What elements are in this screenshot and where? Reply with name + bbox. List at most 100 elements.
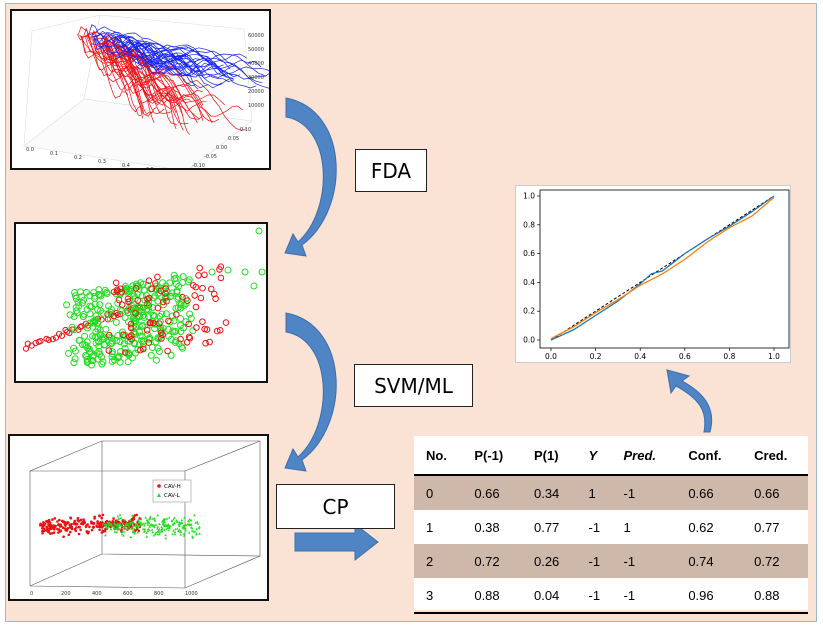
green-point xyxy=(175,519,178,522)
green-point xyxy=(158,531,162,534)
green-point xyxy=(113,521,116,525)
red-point xyxy=(70,527,74,531)
green-point xyxy=(84,358,92,365)
red-point xyxy=(57,531,60,534)
green-point xyxy=(145,535,148,538)
green-point xyxy=(136,332,144,340)
red-point xyxy=(112,517,115,520)
cell: 0.72 xyxy=(742,544,808,578)
red-point xyxy=(77,525,81,529)
green-point xyxy=(87,303,95,311)
red-point xyxy=(58,332,66,339)
fda-curves-svg: 60000 50000 40000 30000 20000 10000 0.0 0.1 0.2 0… xyxy=(23,14,269,168)
green-point xyxy=(120,524,123,527)
green-point xyxy=(112,526,116,529)
red-point xyxy=(53,517,57,520)
green-point xyxy=(138,524,141,527)
green-point xyxy=(167,528,171,532)
green-point xyxy=(73,309,81,317)
tick-labels: 60000 50000 40000 30000 20000 10000 0.0 0.1 0.2 0… xyxy=(26,33,264,168)
cell: 1 xyxy=(576,475,612,510)
green-point xyxy=(136,524,140,527)
green-point xyxy=(150,294,158,302)
red-point xyxy=(185,320,192,328)
green-point xyxy=(187,314,195,322)
green-point xyxy=(143,521,147,525)
green-point xyxy=(135,307,143,315)
green-point xyxy=(140,517,143,521)
red-point xyxy=(56,527,59,531)
green-point xyxy=(183,516,186,519)
red-point xyxy=(41,531,44,535)
red-point xyxy=(56,520,59,523)
red-point xyxy=(39,522,42,526)
y-tick-label: 0.0 xyxy=(523,336,535,345)
x-tick-label: 0.8 xyxy=(723,352,735,361)
red-point xyxy=(70,522,73,526)
green-point xyxy=(157,326,165,334)
curve-line xyxy=(107,36,263,84)
green-point xyxy=(158,310,166,318)
green-point xyxy=(138,337,146,345)
green-point xyxy=(258,268,266,276)
green-point xyxy=(154,531,158,534)
header-no: No. xyxy=(414,436,463,476)
red-point xyxy=(46,529,49,532)
curve-line xyxy=(96,30,233,79)
cell: -1 xyxy=(576,544,612,578)
green-point xyxy=(159,324,167,332)
red-point xyxy=(128,332,135,339)
red-point xyxy=(192,303,200,311)
legend-label-2: CAV-L xyxy=(164,493,181,499)
red-point xyxy=(113,286,121,294)
classification-3d-plot: CAV-H CAV-L 0 200 400 600 800 1000 xyxy=(8,434,269,601)
table-row: 1 0.38 0.77 -1 1 0.62 0.77 xyxy=(414,510,808,544)
green-point xyxy=(165,527,168,531)
green-point xyxy=(182,532,186,535)
red-point xyxy=(51,518,54,521)
green-point xyxy=(189,327,197,335)
red-point xyxy=(73,519,77,523)
green-point xyxy=(165,517,169,520)
green-point xyxy=(153,517,156,520)
green-point xyxy=(173,516,176,519)
red-point xyxy=(53,528,56,531)
green-point xyxy=(117,347,125,355)
red-point xyxy=(37,338,44,345)
red-point xyxy=(199,284,206,292)
green-point xyxy=(180,518,184,522)
calibration-series-line xyxy=(550,196,775,340)
green-point xyxy=(76,336,83,344)
green-point xyxy=(146,523,150,526)
green-point xyxy=(156,312,164,320)
y-tick-label: 0.00 xyxy=(216,145,227,151)
red-point xyxy=(88,525,91,529)
red-point xyxy=(191,292,198,299)
x-tick-label: 1000 xyxy=(185,591,198,597)
green-point xyxy=(161,530,164,533)
y-tick-label: 1.0 xyxy=(523,192,535,201)
green-point xyxy=(114,299,122,307)
prediction-table: No. P(-1) P(1) Y Pred. Conf. Cred. 0 0.6… xyxy=(414,436,808,614)
red-point xyxy=(82,320,90,327)
red-point xyxy=(81,522,85,526)
green-point xyxy=(191,535,194,538)
classification-3d-svg: CAV-H CAV-L 0 200 400 600 800 1000 xyxy=(29,440,261,597)
curve-line xyxy=(98,42,204,106)
green-point xyxy=(70,359,78,367)
green-point xyxy=(103,290,111,297)
red-point xyxy=(42,521,45,524)
red-point xyxy=(105,331,113,339)
red-point xyxy=(173,311,180,318)
cell: -1 xyxy=(576,578,612,614)
green-point xyxy=(115,526,119,529)
red-point xyxy=(184,297,191,304)
red-point xyxy=(177,335,184,343)
red-point xyxy=(185,333,193,341)
cell: 0.88 xyxy=(462,578,522,614)
green-point xyxy=(162,523,165,526)
red-point xyxy=(98,316,105,323)
green-point xyxy=(178,524,181,528)
red-point xyxy=(132,285,140,292)
green-point xyxy=(122,534,125,537)
